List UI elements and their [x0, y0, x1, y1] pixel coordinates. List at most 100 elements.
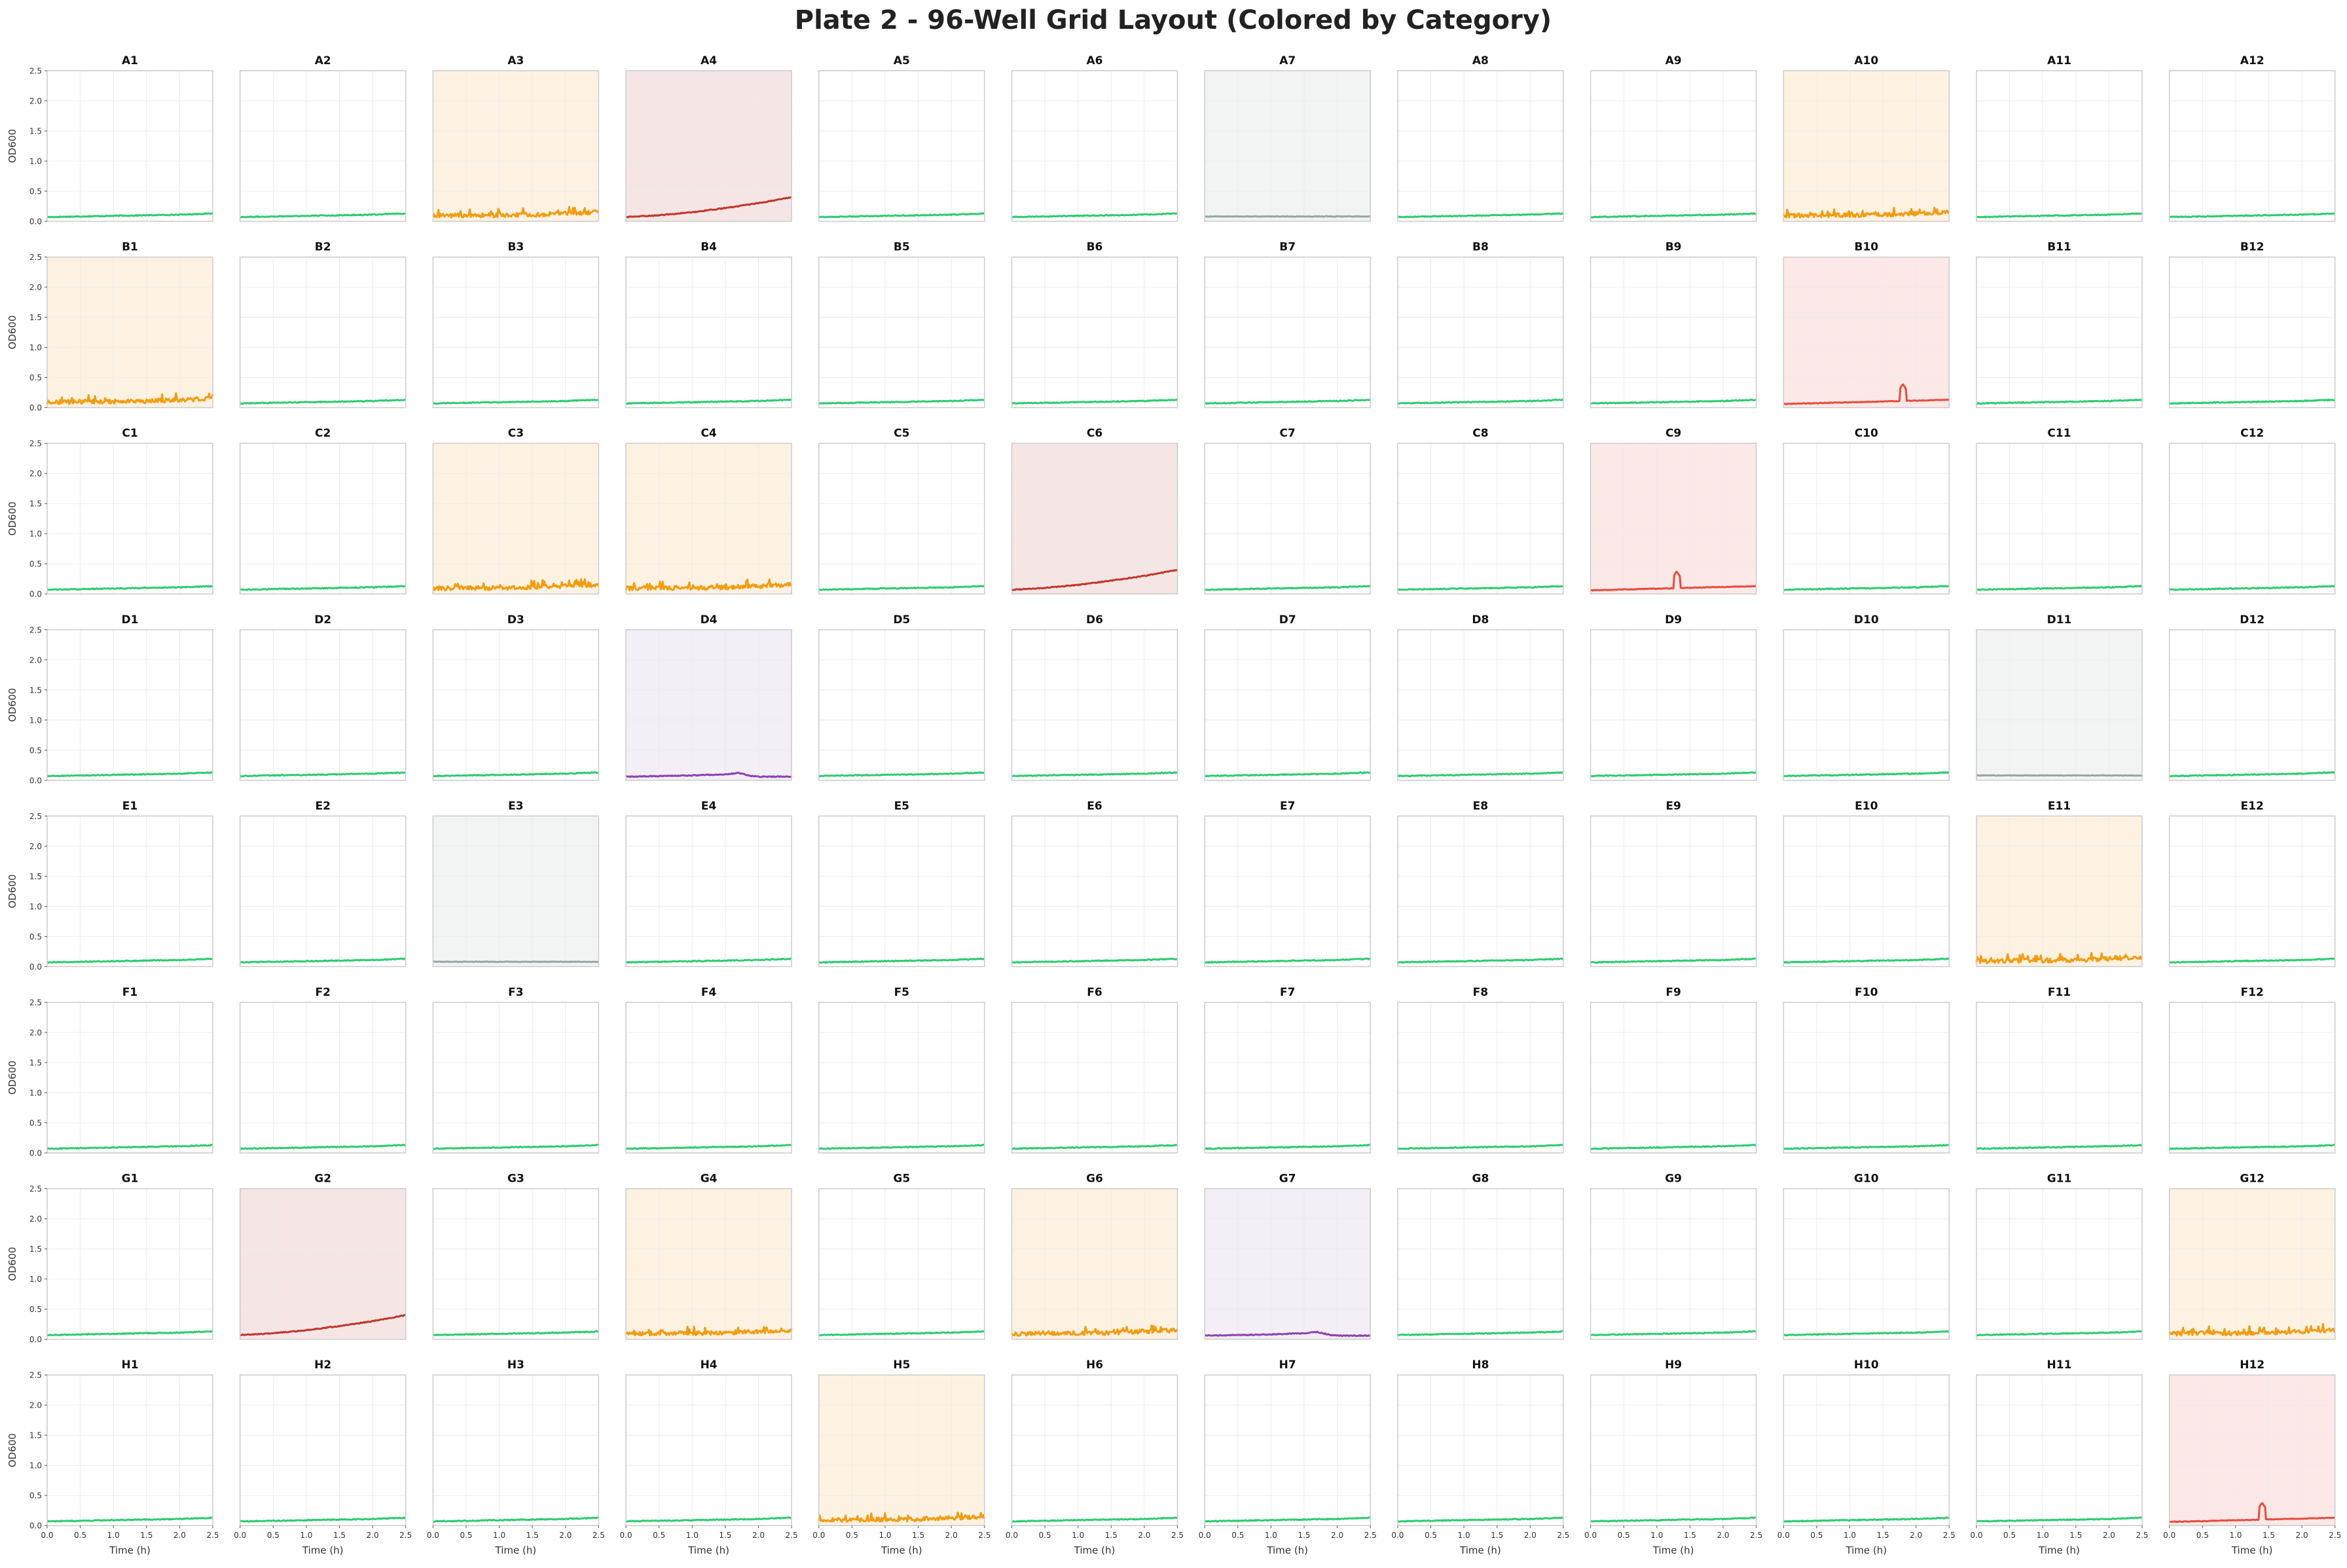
x-tick-label: 0.5 [1039, 1531, 1051, 1540]
well-frame [239, 629, 407, 781]
od-series-line [2168, 212, 2336, 219]
od-series-line [240, 1314, 406, 1336]
well-D12: D12 [2168, 613, 2336, 781]
well-frame [46, 1374, 213, 1526]
well-title: E3 [508, 799, 523, 812]
well-background [626, 816, 792, 967]
well-B1: B1 0.0 0.5 1.0 1.5 2.0 2.5 OD600 [7, 241, 214, 412]
well-title: H1 [121, 1358, 138, 1372]
x-tick-label: 2.0 [1138, 1531, 1150, 1540]
x-tick-label: 0.0 [1199, 1531, 1211, 1540]
well-background [2169, 443, 2335, 594]
well-C7: C7 [1204, 427, 1371, 594]
well-G11: G11 [1976, 1173, 2143, 1340]
well-E9: E9 [1590, 799, 1757, 968]
y-tick-label: 1.5 [29, 313, 42, 322]
well-title: C6 [1087, 427, 1102, 440]
od-series-line [625, 1325, 793, 1337]
well-frame [1011, 256, 1178, 409]
y-tick-label: 2.0 [29, 283, 42, 292]
well-title: A2 [315, 54, 331, 67]
od-series-line [1590, 571, 1757, 592]
well-frame [2168, 1188, 2336, 1340]
well-frame [432, 256, 600, 409]
well-frame [46, 1002, 213, 1154]
od-series-line [432, 399, 599, 405]
well-title: E2 [315, 799, 330, 812]
well-frame [2168, 70, 2336, 222]
well-title: A6 [1087, 54, 1103, 67]
od-series-line [1204, 1144, 1371, 1150]
od-series-line [1783, 771, 1950, 778]
well-title: C5 [894, 427, 909, 440]
well-frame [1204, 443, 1371, 594]
well-title: A10 [1854, 54, 1878, 67]
y-tick-label: 1.5 [29, 1431, 42, 1440]
od-series-line [433, 771, 600, 778]
x-tick-label: 0.0 [1391, 1531, 1404, 1540]
well-background [1011, 1375, 1178, 1526]
od-series-line [2168, 1322, 2336, 1337]
x-tick-label: 0.0 [620, 1531, 632, 1540]
well-C9: C9 [1590, 427, 1757, 594]
x-tick-label: 0.0 [41, 1531, 53, 1540]
od-series-line [240, 398, 407, 405]
well-title: E8 [1473, 799, 1488, 812]
x-tick-label: 2.5 [592, 1531, 605, 1540]
well-background [1397, 629, 1563, 780]
y-tick-label: 0.0 [29, 776, 42, 785]
y-tick-label: 0.5 [29, 187, 42, 196]
well-title: G9 [1665, 1173, 1682, 1186]
od-series-line [1011, 1144, 1178, 1150]
od-series-line [625, 1516, 792, 1523]
od-series-line [2169, 398, 2336, 405]
well-E12: E12 [2168, 799, 2336, 968]
well-background [47, 816, 213, 967]
well-title: E9 [1665, 799, 1681, 812]
well-title: F2 [315, 986, 330, 999]
well-background [2169, 71, 2335, 221]
well-title: B5 [894, 241, 910, 254]
y-tick-label: 0.5 [29, 1305, 42, 1314]
well-background [433, 1002, 599, 1153]
x-tick-label: 0.5 [1810, 1531, 1823, 1540]
y-axis-label: OD600 [7, 1433, 18, 1467]
well-frame [1397, 256, 1564, 409]
well-B2: B2 [239, 241, 407, 409]
od-series-line [625, 1144, 792, 1150]
well-background [1783, 257, 1950, 408]
well-G4: G4 [625, 1173, 793, 1340]
well-G9: G9 [1590, 1173, 1757, 1340]
x-tick-label: 2.5 [2136, 1531, 2148, 1540]
well-background [626, 443, 792, 594]
od-series-line [818, 1511, 986, 1523]
well-title: B9 [1665, 241, 1682, 254]
well-D8: D8 [1397, 613, 1564, 781]
y-tick-label: 0.5 [29, 560, 42, 569]
well-E2: E2 [239, 799, 407, 968]
well-frame [625, 1374, 792, 1526]
od-series-line [625, 196, 792, 219]
well-title: E4 [701, 799, 717, 812]
y-tick-label: 1.0 [29, 902, 42, 911]
well-title: B2 [315, 241, 331, 254]
well-title: F6 [1087, 986, 1102, 999]
well-frame [1011, 70, 1178, 222]
y-axis-label: OD600 [7, 316, 18, 350]
x-tick-label: 1.0 [1844, 1531, 1856, 1540]
od-series-line [1782, 206, 1950, 219]
well-title: F5 [894, 986, 909, 999]
well-frame [2168, 629, 2336, 781]
y-axis-label: OD600 [7, 688, 18, 722]
well-frame [1976, 1188, 2143, 1340]
y-tick-label: 1.5 [29, 127, 42, 136]
well-frame [625, 815, 792, 968]
well-title: F3 [508, 986, 523, 999]
well-background [2169, 1188, 2335, 1340]
od-series-line [1976, 1144, 2143, 1150]
well-background [1011, 1188, 1178, 1340]
well-background [818, 816, 985, 967]
x-tick-label: 0.0 [2163, 1531, 2175, 1540]
od-series-line [1011, 212, 1178, 219]
well-background [1397, 1188, 1563, 1340]
